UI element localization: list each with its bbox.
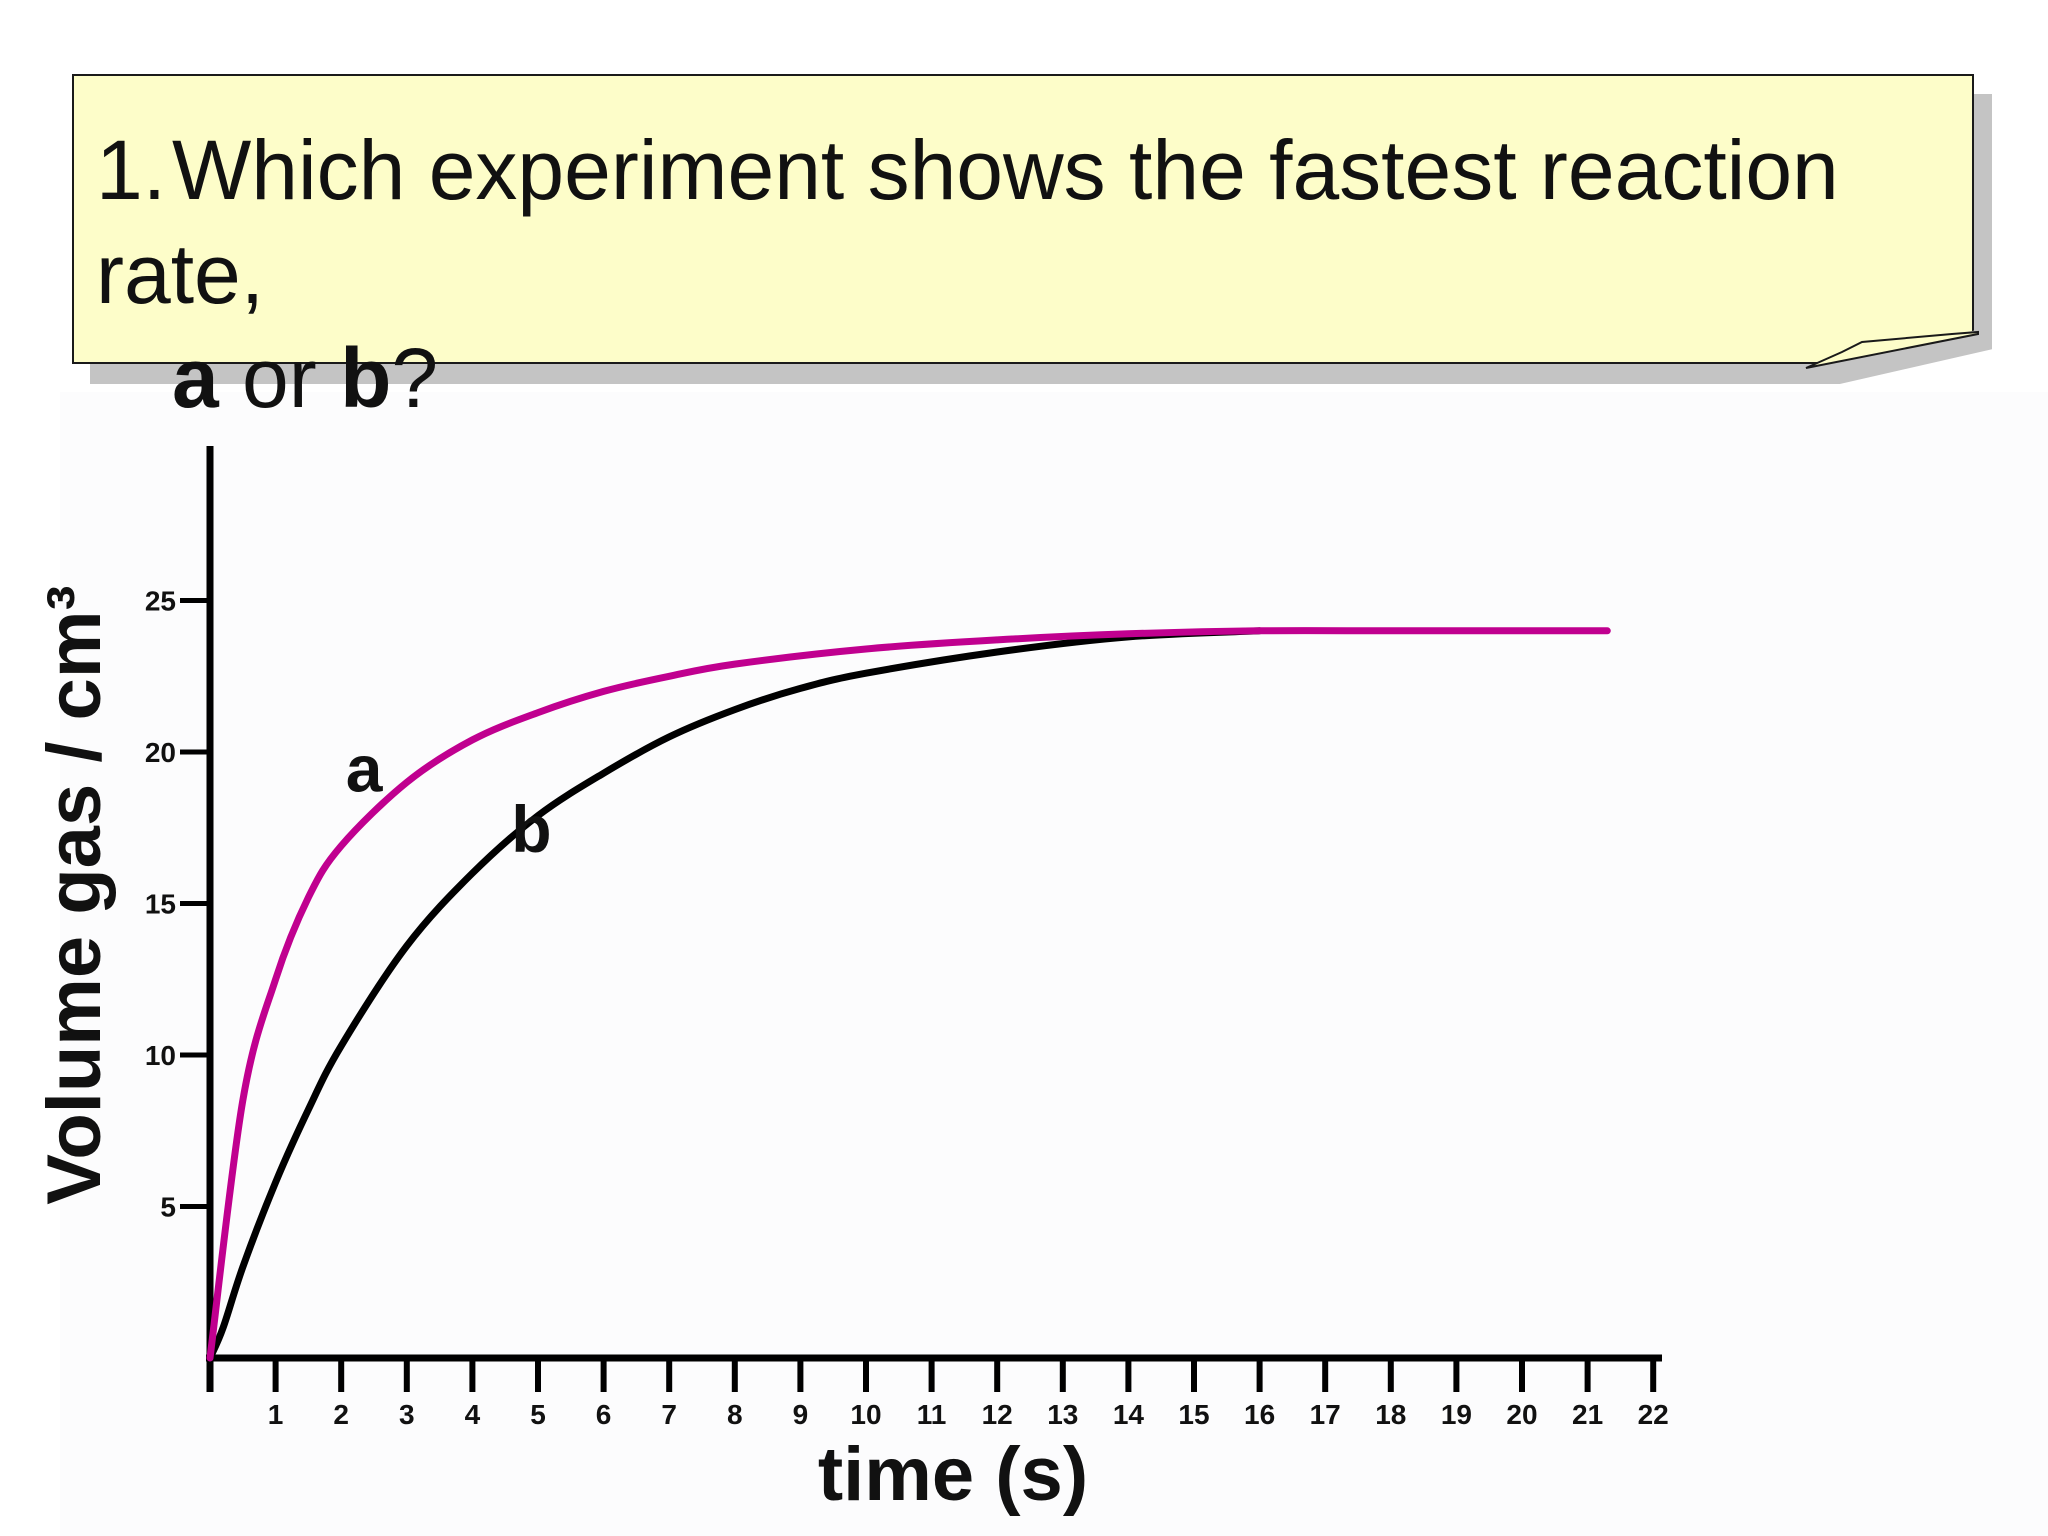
x-tick-label: 1 <box>268 1399 284 1430</box>
x-tick-label: 11 <box>917 1399 947 1430</box>
question-line-2: a or b? <box>96 326 1956 430</box>
page-curl-icon <box>1805 330 1979 369</box>
series-line-b <box>206 627 1264 1362</box>
x-tick-label: 12 <box>982 1399 1013 1430</box>
y-tick-label: 5 <box>160 1192 176 1223</box>
x-tick-label: 19 <box>1441 1399 1472 1430</box>
x-tick-label: 6 <box>596 1399 612 1430</box>
x-tick-label: 16 <box>1244 1399 1275 1430</box>
series-label-b: b <box>511 792 551 866</box>
y-tick-label: 25 <box>145 586 176 617</box>
option-a: a <box>172 331 219 425</box>
series-label-a: a <box>346 731 384 805</box>
x-tick-label: 20 <box>1506 1399 1537 1430</box>
x-tick-label: 22 <box>1638 1399 1669 1430</box>
x-tick-label: 2 <box>333 1399 349 1430</box>
x-tick-label: 4 <box>465 1399 481 1430</box>
y-tick-label: 20 <box>145 737 176 768</box>
option-b: b <box>340 331 392 425</box>
x-tick-label: 9 <box>793 1399 809 1430</box>
option-or: or <box>218 331 341 425</box>
series-line-a <box>206 627 1611 1362</box>
question-number: 1. <box>96 123 167 217</box>
x-tick-label: 3 <box>399 1399 415 1430</box>
question-note <box>72 74 1974 364</box>
x-tick-label: 13 <box>1047 1399 1078 1430</box>
x-tick-label: 8 <box>727 1399 743 1430</box>
x-tick-label: 10 <box>850 1399 881 1430</box>
question-mark: ? <box>391 331 439 425</box>
y-tick-label: 15 <box>145 889 176 920</box>
x-tick-label: 21 <box>1572 1399 1603 1430</box>
x-tick-label: 15 <box>1178 1399 1209 1430</box>
x-tick-label: 18 <box>1375 1399 1406 1430</box>
question-body: Which experiment shows the fastest react… <box>96 123 1839 321</box>
x-tick-label: 5 <box>530 1399 546 1430</box>
x-tick-label: 7 <box>661 1399 677 1430</box>
x-tick-label: 14 <box>1113 1399 1145 1430</box>
x-axis-title: time (s) <box>818 1432 1088 1517</box>
question-line-1: 1.Which experiment shows the fastest rea… <box>96 118 1956 326</box>
y-tick-label: 10 <box>145 1040 176 1071</box>
y-axis-title: Volume gas / cm³ <box>32 585 117 1204</box>
question-text: 1.Which experiment shows the fastest rea… <box>96 118 1956 430</box>
x-tick-label: 17 <box>1310 1399 1341 1430</box>
